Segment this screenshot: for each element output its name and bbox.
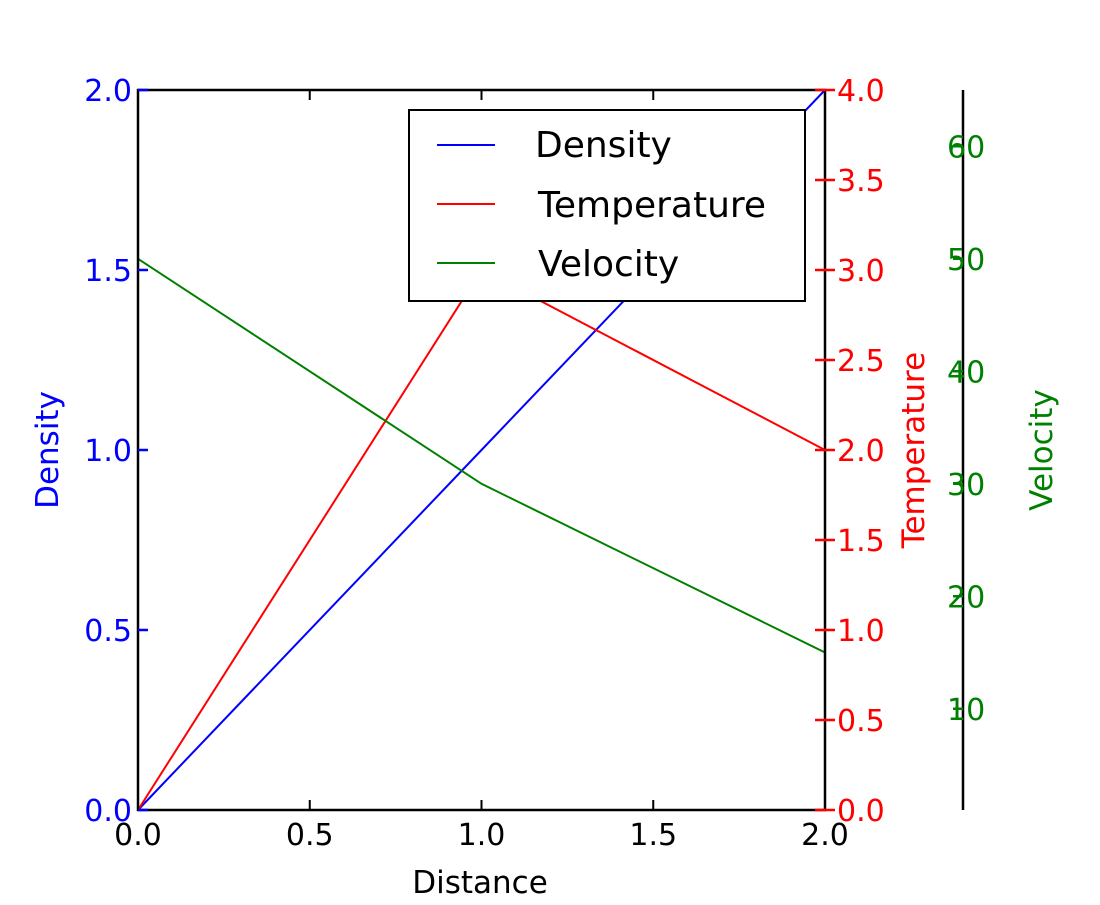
legend: Density Temperature Velocity (408, 109, 806, 302)
x-axis-label: Distance (412, 865, 548, 900)
velocity-tick-label: 60 (947, 130, 985, 165)
velocity-tick-label: 50 (947, 243, 985, 278)
density-tick-label: 1.5 (84, 254, 132, 289)
x-tick-label: 0.5 (286, 818, 334, 853)
density-axis-label: Density (30, 391, 66, 509)
temperature-tick-label: 2.0 (837, 434, 885, 469)
x-tick-label: 1.0 (458, 818, 506, 853)
density-tick-label: 0.0 (84, 794, 132, 829)
velocity-tick-label: 40 (947, 355, 985, 390)
legend-box (408, 109, 806, 302)
series-line-temperature (137, 268, 826, 811)
temperature-tick-label: 1.0 (837, 614, 885, 649)
velocity-tick-label: 20 (947, 580, 985, 615)
series-line-velocity (137, 257, 826, 654)
temperature-tick-label: 2.5 (837, 344, 885, 379)
density-tick-label: 0.5 (84, 614, 132, 649)
velocity-tick-label: 30 (947, 468, 985, 503)
legend-label-density: Density (535, 125, 672, 166)
legend-label-temperature: Temperature (537, 185, 766, 226)
velocity-tick-label: 10 (947, 693, 985, 728)
axis-labels: Distance Density Temperature Velocity (30, 352, 1060, 901)
temperature-tick-label: 0.5 (837, 704, 885, 739)
density-tick-label: 1.0 (84, 434, 132, 469)
legend-label-velocity: Velocity (538, 244, 679, 285)
temperature-tick-label: 0.0 (837, 794, 885, 829)
temperature-tick-label: 1.5 (837, 524, 885, 559)
x-tick-label: 1.5 (629, 818, 677, 853)
density-tick-label: 2.0 (84, 74, 132, 109)
temperature-tick-label: 3.5 (837, 164, 885, 199)
x-tick-label: 2.0 (801, 818, 849, 853)
x-tick-label: 0.0 (114, 818, 162, 853)
velocity-axis-label: Velocity (1024, 389, 1060, 511)
temperature-tick-label: 4.0 (837, 74, 885, 109)
axes-layer: 0.0 0.5 1.0 1.5 2.00.00.51.01.52.00.00.51.01… (84, 74, 985, 853)
temperature-axis-label: Temperature (896, 352, 932, 549)
temperature-tick-label: 3.0 (837, 254, 885, 289)
